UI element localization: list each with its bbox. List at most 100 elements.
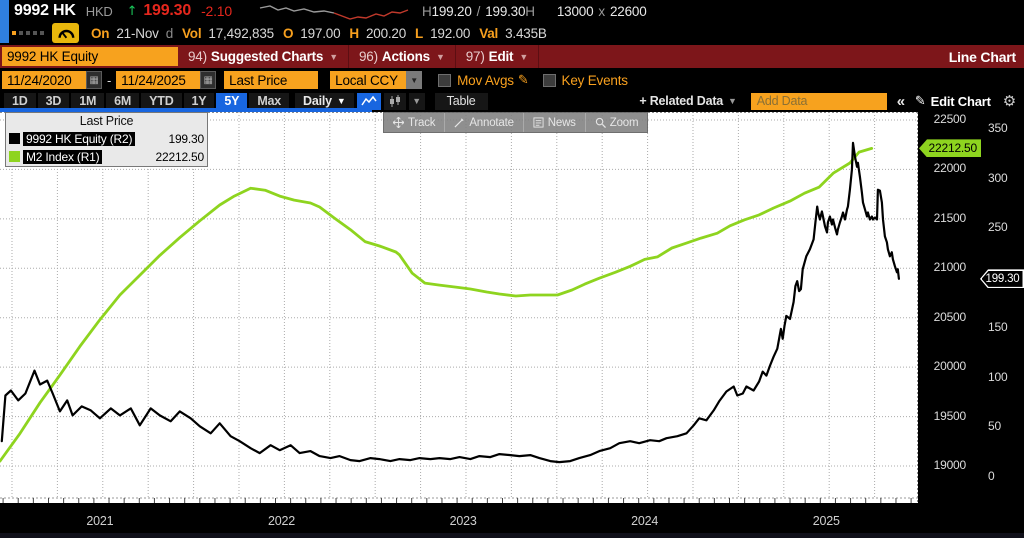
related-data-button[interactable]: + Related Data ▼	[639, 94, 737, 108]
m2-last-value-flag: 22212.50	[919, 139, 981, 158]
line-chart-type-button[interactable]	[356, 92, 381, 110]
price-last-value-flag: 199.30	[980, 269, 1024, 289]
period-max[interactable]: Max	[249, 92, 290, 110]
chevron-down-icon: ▼	[329, 51, 338, 62]
price-change: -2.10	[201, 3, 232, 19]
chart-type-dropdown[interactable]: ▼	[408, 92, 425, 110]
low-label: L	[415, 25, 424, 41]
period-1y[interactable]: 1Y	[183, 92, 215, 110]
track-cross-icon	[393, 117, 404, 128]
ask-flag: H	[525, 3, 535, 19]
zoom-tool[interactable]: Zoom	[586, 113, 648, 132]
r1-axis-tick-label: 21500	[933, 210, 967, 225]
up-arrow-icon: ↑	[126, 3, 138, 19]
value-traded: 3.435B	[505, 25, 547, 41]
track-tool[interactable]: Track	[384, 113, 446, 132]
calendar-icon[interactable]: ▦	[200, 71, 217, 89]
r1-axis-tick-label: 21000	[933, 260, 967, 275]
r1-axis-tick-label: 20000	[933, 359, 967, 374]
line-chart-plot[interactable]	[0, 108, 918, 503]
r1-axis-tick-label: 19000	[933, 458, 967, 472]
chevron-down-icon[interactable]: ▼	[406, 71, 423, 89]
trade-date: 21-Nov	[116, 25, 159, 41]
news-tool[interactable]: News	[524, 113, 586, 132]
active-tab-underline	[0, 108, 372, 112]
field-select[interactable]: Last Price	[224, 71, 319, 89]
x-axis-year-label: 2025	[812, 514, 840, 528]
menu-key: 94)	[188, 49, 207, 64]
menu-key: 97)	[465, 49, 485, 64]
bid-price: 199.20	[431, 3, 472, 19]
bid-size: 13000	[556, 3, 594, 19]
low-value: 192.00	[430, 25, 471, 41]
chart-controls-row: 11/24/2020 ▦ - 11/24/2025 ▦ Last Price L…	[0, 68, 1024, 92]
chevron-down-icon: ▼	[336, 96, 346, 106]
on-label: On	[91, 25, 110, 41]
ask-size: 22600	[609, 3, 647, 19]
panel-marker	[0, 0, 9, 43]
plot-background	[0, 112, 918, 503]
r2-axis-tick-label: 100	[988, 369, 1008, 384]
quote-separator: /	[476, 3, 481, 19]
bottom-status-strip	[0, 533, 1024, 538]
period-3d[interactable]: 3D	[37, 92, 70, 110]
legend-row-m2[interactable]: M2 Index (R1) 22212.50	[6, 148, 207, 166]
magnifier-icon	[595, 117, 606, 128]
r2-axis-tick-label: 250	[988, 220, 1008, 235]
date-from-input[interactable]: 11/24/2020	[2, 71, 86, 89]
open-value: 197.00	[300, 25, 341, 41]
gauge-icon[interactable]	[52, 23, 79, 43]
legend-row-equity[interactable]: 9992 HK Equity (R2) 199.30	[6, 130, 207, 148]
legend-title: Last Price	[79, 114, 134, 128]
r1-axis-tick-label: 22000	[933, 161, 967, 176]
volume-value: 17,492,835	[208, 25, 274, 41]
open-label: O	[282, 25, 294, 41]
equity-price-line	[0, 141, 901, 464]
menu-actions[interactable]: 96) Actions ▼	[349, 45, 456, 68]
pencil-icon[interactable]: ✎	[517, 72, 529, 88]
security-input[interactable]: 9992 HK Equity	[2, 47, 178, 66]
high-value: 200.20	[365, 25, 407, 41]
menu-suggested-charts[interactable]: 94) Suggested Charts ▼	[178, 45, 349, 68]
chevron-down-icon: ▼	[436, 51, 445, 62]
key-events-checkbox[interactable]	[542, 73, 556, 87]
x-axis-band: 2021 2022 2023 2024 2025	[0, 503, 1024, 533]
ask-price: 199.30	[485, 3, 526, 19]
r1-axis-tick-label: 22500	[933, 112, 967, 126]
r1-axis-tick-label: 19500	[933, 408, 967, 423]
period-1m[interactable]: 1M	[71, 92, 105, 110]
r2-axis-tick-label: 150	[988, 319, 1008, 334]
add-data-input[interactable]: Add Data	[750, 92, 887, 110]
x-axis-year-label: 2022	[267, 514, 295, 528]
r2-axis-tick-label: 0	[988, 469, 995, 483]
ticker-symbol: 9992 HK	[14, 2, 76, 19]
intraday-sparkline-icon	[259, 5, 409, 20]
annotate-tool[interactable]: Annotate	[445, 113, 524, 132]
menu-edit[interactable]: 97) Edit ▼	[456, 45, 540, 68]
edit-chart-button[interactable]: ✎ Edit Chart	[914, 93, 991, 109]
session-flag: d	[165, 25, 174, 41]
mov-avgs-checkbox[interactable]	[438, 73, 452, 87]
period-1d[interactable]: 1D	[4, 92, 36, 110]
table-button[interactable]: Table	[434, 92, 488, 110]
period-5y[interactable]: 5Y	[216, 92, 248, 110]
mov-avgs-label: Mov Avgs	[457, 72, 514, 88]
volume-label: Vol	[182, 25, 202, 41]
gear-icon[interactable]: ⚙	[1002, 92, 1016, 110]
series-swatch	[9, 151, 20, 162]
function-menu-bar: 9992 HK Equity 94) Suggested Charts ▼ 96…	[0, 45, 1024, 68]
period-6m[interactable]: 6M	[106, 92, 140, 110]
collapse-panel-button[interactable]: «	[896, 92, 905, 110]
date-to-input[interactable]: 11/24/2025	[116, 71, 201, 89]
calendar-icon[interactable]: ▦	[86, 71, 102, 89]
series-swatch	[9, 133, 20, 144]
frequency-select[interactable]: Daily ▼	[295, 92, 354, 110]
r2-axis-tick-label: 300	[988, 170, 1008, 185]
period-ytd[interactable]: YTD	[141, 92, 182, 110]
candle-chart-type-button[interactable]	[383, 92, 406, 110]
r2-axis-tick-label: 350	[988, 121, 1008, 135]
high-label: H	[349, 25, 359, 41]
chart-legend: Last Price 9992 HK Equity (R2) 199.30 M2…	[5, 112, 208, 167]
currency-select[interactable]: Local CCY	[330, 71, 407, 89]
